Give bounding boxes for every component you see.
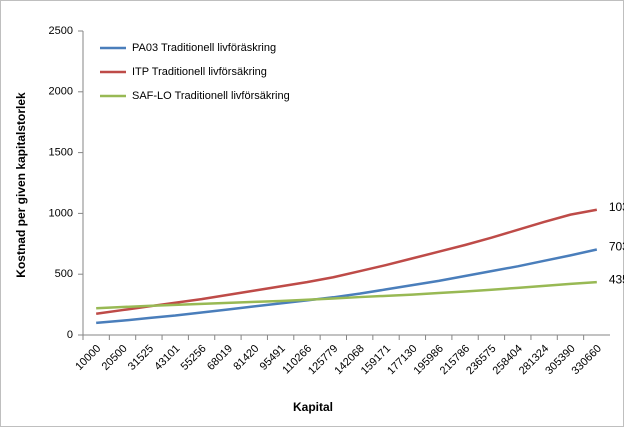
y-tick-label: 500 <box>55 268 73 280</box>
series-line <box>96 280 597 310</box>
series-line <box>96 248 598 325</box>
y-tick-label: 1000 <box>49 207 73 219</box>
y-tick-label: 1500 <box>49 147 73 159</box>
legend-label: SAF-LO Traditionell livförsäkring <box>132 90 290 102</box>
data-label: 703 <box>609 240 624 254</box>
series-line <box>96 208 598 315</box>
legend-label: ITP Traditionell livförsäkring <box>132 66 267 78</box>
legend-label: PA03 Traditionell livföräskring <box>132 42 276 54</box>
x-axis-label: Kapital <box>293 400 333 414</box>
y-tick-label: 2000 <box>49 86 73 98</box>
data-label: 435 <box>609 272 624 286</box>
y-axis-label: Kostnad per given kapitalstorlek <box>14 92 28 278</box>
y-tick-label: 2500 <box>49 25 73 37</box>
data-label: 1030 <box>609 200 624 214</box>
y-tick-label: 0 <box>67 329 73 341</box>
